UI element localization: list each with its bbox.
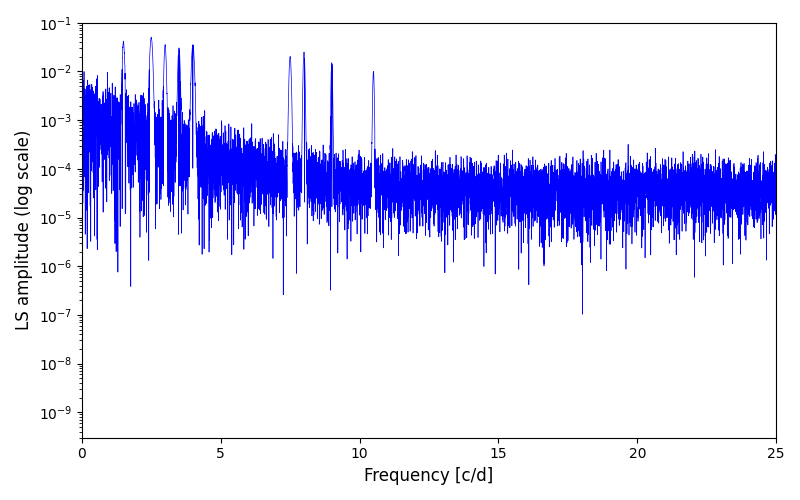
X-axis label: Frequency [c/d]: Frequency [c/d] xyxy=(364,467,494,485)
Y-axis label: LS amplitude (log scale): LS amplitude (log scale) xyxy=(15,130,33,330)
